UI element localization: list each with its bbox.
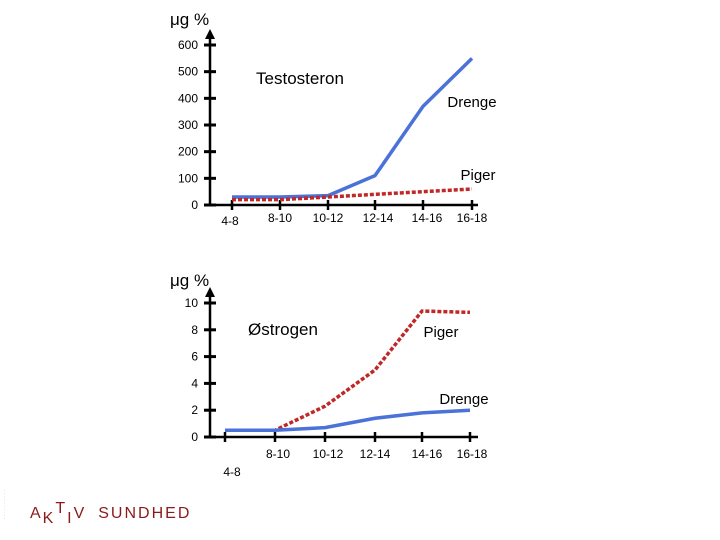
y-tick-label: 400 xyxy=(178,91,198,105)
x-tick-label: 14-16 xyxy=(412,211,443,225)
y-tick-label: 0 xyxy=(191,430,198,444)
x-tick-label: 16-18 xyxy=(457,447,488,461)
oestrogen-chart: μg % Østrogen 10 8 6 4 2 0 4-8 8-10 10-12 12-14 1… xyxy=(170,271,489,479)
side-decoration: · · · · · · · · · · xyxy=(2,490,8,520)
x-tick-label: 12-14 xyxy=(363,211,394,225)
x-tick-label: 8-10 xyxy=(266,447,290,461)
series-line-drenge xyxy=(225,408,471,433)
series-label-piger: Piger xyxy=(460,167,495,184)
y-tick-label: 100 xyxy=(178,171,198,185)
series-label-drenge: Drenge xyxy=(447,94,496,111)
y-tick-label: 300 xyxy=(178,118,198,132)
logo-letter: V xyxy=(73,505,87,522)
y-tick-label: 0 xyxy=(191,198,198,212)
y-unit-label: μg % xyxy=(170,271,209,290)
x-tick-label: 12-14 xyxy=(360,447,391,461)
logo-letter: K xyxy=(42,510,56,527)
series-label-piger: Piger xyxy=(423,324,458,341)
series-label-drenge: Drenge xyxy=(439,391,488,408)
y-tick-label: 8 xyxy=(191,323,198,337)
aktiv-sundhed-logo: A K T I V SUNDHED xyxy=(30,500,192,527)
y-tick-label: 200 xyxy=(178,145,198,159)
y-tick-label: 4 xyxy=(191,376,198,390)
chart-title: Testosteron xyxy=(256,69,344,88)
y-unit-label: μg % xyxy=(170,10,209,29)
logo-word: SUNDHED xyxy=(98,505,192,522)
x-tick-label: 4-8 xyxy=(221,214,239,228)
series-line-drenge xyxy=(232,57,474,199)
logo-letter: A xyxy=(30,505,43,522)
x-tick-label: 10-12 xyxy=(313,211,344,225)
y-tick-label: 2 xyxy=(191,403,198,417)
testosteron-chart: μg % Testosteron 600 500 400 300 200 100 0 4-8… xyxy=(170,10,497,228)
x-tick-label: 10-12 xyxy=(313,447,344,461)
y-axis-arrow xyxy=(205,29,215,39)
series-line-piger xyxy=(232,187,473,202)
y-tick-label: 6 xyxy=(191,350,198,364)
x-tick-label: 8-10 xyxy=(268,211,292,225)
logo-letter: T xyxy=(55,500,68,517)
x-tick-label: 16-18 xyxy=(457,211,488,225)
y-tick-label: 10 xyxy=(185,296,199,310)
y-tick-label: 600 xyxy=(178,38,198,52)
y-tick-label: 500 xyxy=(178,65,198,79)
x-tick-label: 4-8 xyxy=(223,465,241,479)
logo-letter: I xyxy=(67,510,74,527)
y-axis-arrow xyxy=(205,287,215,297)
x-tick-label: 14-16 xyxy=(412,447,443,461)
chart-title: Østrogen xyxy=(248,320,318,339)
